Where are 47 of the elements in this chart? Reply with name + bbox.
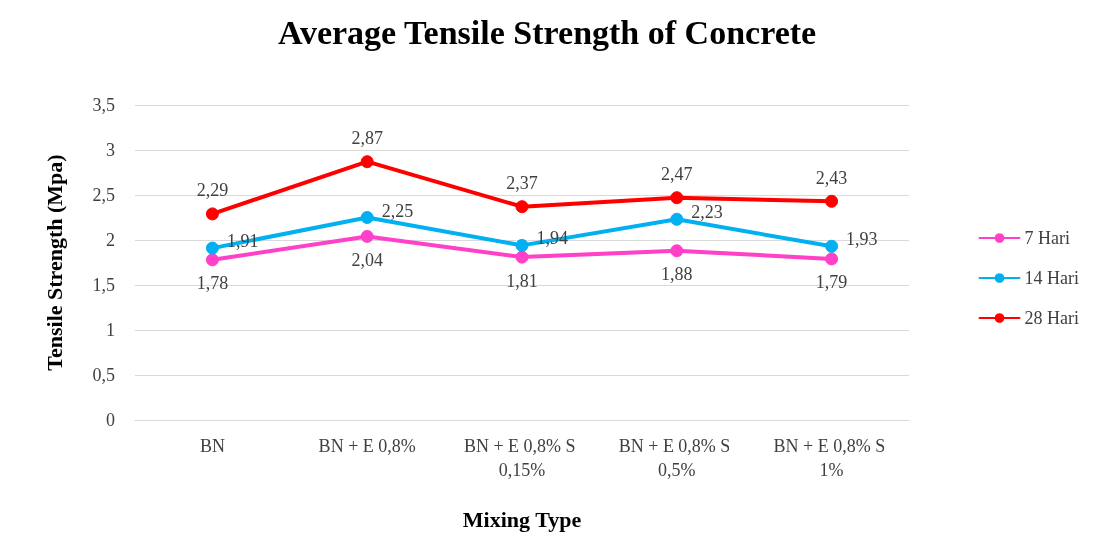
x-tick-label: BN + E 0,8% — [318, 436, 416, 456]
point — [515, 200, 529, 214]
legend-label: 14 Hari — [1024, 268, 1079, 288]
point — [205, 253, 219, 267]
point — [670, 244, 684, 258]
legend-label: 28 Hari — [1024, 308, 1079, 328]
chart-title: Average Tensile Strength of Concrete — [277, 13, 817, 51]
y-tick-label: 2,5 — [92, 185, 115, 205]
data-label: 2,43 — [815, 167, 848, 188]
y-tick-label: 0 — [106, 410, 115, 430]
point — [515, 250, 529, 264]
legend-label: 7 Hari — [1024, 228, 1070, 248]
point — [360, 211, 374, 224]
point — [360, 155, 374, 169]
data-label: 1,93 — [846, 229, 878, 250]
y-tick-label: 3,5 — [92, 95, 115, 115]
data-label: 2,25 — [381, 200, 414, 221]
point — [670, 191, 684, 205]
x-tick-label: BN + E 0,8% S 1% — [773, 436, 890, 480]
y-tick-label: 0,5 — [92, 365, 115, 385]
data-label: 1,81 — [506, 270, 538, 291]
point — [825, 194, 839, 208]
y-tick-label: 2 — [106, 230, 115, 250]
data-label: 1,88 — [661, 264, 693, 285]
data-label: 2,04 — [351, 249, 383, 270]
data-label: 2,47 — [661, 164, 693, 185]
data-label: 2,87 — [351, 128, 383, 149]
x-axis-title: Mixing Type — [462, 506, 582, 532]
y-axis-title: Tensile Strength (Mpa) — [41, 154, 67, 371]
point — [670, 212, 684, 226]
x-tick-label: BN — [199, 436, 225, 456]
point — [825, 239, 839, 253]
y-tick-label: 3 — [106, 140, 115, 160]
point — [205, 207, 219, 221]
point — [515, 238, 529, 252]
y-tick-label: 1,5 — [92, 275, 115, 295]
point — [825, 252, 839, 266]
data-label: 2,37 — [506, 173, 538, 194]
data-label: 2,23 — [691, 202, 723, 223]
x-tick-label: BN + E 0,8% S 0,5% — [618, 436, 735, 480]
data-label: 1,78 — [196, 273, 229, 294]
point — [205, 241, 219, 255]
point — [360, 229, 374, 243]
data-label: 1,79 — [815, 272, 848, 293]
y-tick-label: 1 — [106, 320, 115, 340]
x-tick-label: BN + E 0,8% S 0,15% — [463, 436, 581, 480]
data-label: 2,29 — [196, 180, 229, 201]
